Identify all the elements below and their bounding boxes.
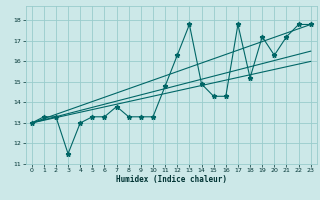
X-axis label: Humidex (Indice chaleur): Humidex (Indice chaleur) bbox=[116, 175, 227, 184]
